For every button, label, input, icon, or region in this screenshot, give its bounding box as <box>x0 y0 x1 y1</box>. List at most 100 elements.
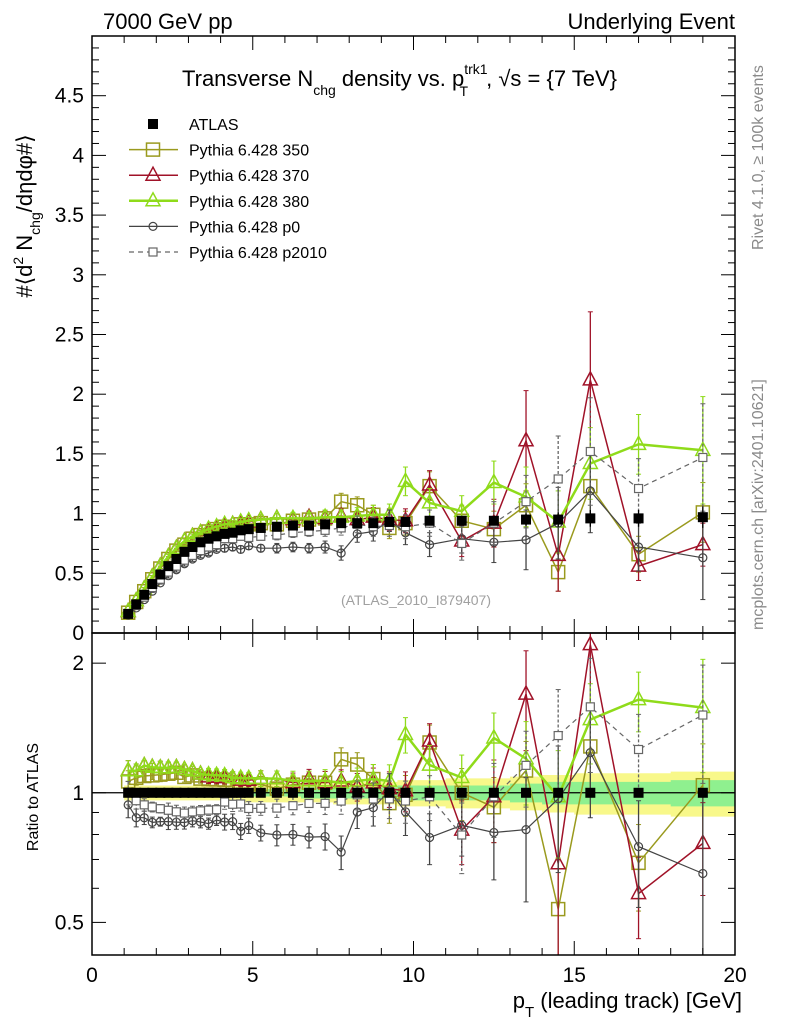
data-point <box>131 787 142 798</box>
series-atlas <box>123 506 708 619</box>
legend-item: Pythia 6.428 350 <box>129 142 309 160</box>
data-point <box>485 728 503 744</box>
legend-item: Pythia 6.428 370 <box>129 165 309 185</box>
data-point <box>304 520 315 531</box>
data-point <box>630 434 647 451</box>
header-left: 7000 GeV pp <box>103 9 233 34</box>
data-point <box>304 798 314 809</box>
data-point <box>147 802 157 812</box>
data-point <box>243 524 254 535</box>
x-tick-label: 10 <box>402 964 425 987</box>
data-point <box>521 497 531 507</box>
data-point <box>287 520 298 531</box>
data-point <box>633 787 644 798</box>
legend-label: Pythia 6.428 p0 <box>189 219 300 236</box>
x-tick-label: 15 <box>563 964 586 987</box>
data-point <box>179 546 190 557</box>
data-point <box>272 830 282 840</box>
data-point <box>585 702 595 712</box>
data-point <box>304 543 314 553</box>
y-axis-label: #⟨d2 Nchg/dηdφ#⟩ <box>10 134 43 297</box>
data-point <box>457 830 467 840</box>
data-point <box>553 730 563 741</box>
data-point <box>287 787 298 798</box>
y-tick-label: 2.5 <box>55 324 84 347</box>
rivet-version-label: Rivet 4.1.0, ≥ 100k events <box>750 65 767 250</box>
data-point <box>211 805 222 815</box>
data-point <box>184 761 201 777</box>
y-tick-label: 1 <box>72 503 84 526</box>
legend-marker <box>148 221 158 231</box>
data-point <box>135 756 153 772</box>
data-point <box>255 787 266 798</box>
data-point <box>521 760 531 770</box>
analysis-reference: (ATLAS_2010_I879407) <box>341 592 491 608</box>
y-tick-label: 2 <box>72 383 84 406</box>
data-point <box>256 531 266 541</box>
legend-item: Pythia 6.428 p2010 <box>129 245 327 262</box>
data-point <box>219 787 230 798</box>
data-point <box>698 553 708 563</box>
y-tick-label: 1 <box>72 782 84 805</box>
data-point <box>549 545 567 562</box>
y-tick-label: 3.5 <box>55 204 84 227</box>
data-point <box>176 759 193 776</box>
data-point <box>200 765 217 781</box>
legend-marker <box>148 119 158 129</box>
data-point <box>256 828 266 838</box>
y-tick-label: 4.5 <box>55 85 84 108</box>
legend-label: Pythia 6.428 370 <box>189 168 309 185</box>
data-point <box>176 531 193 547</box>
data-point <box>236 799 246 809</box>
data-point <box>211 787 222 798</box>
data-point <box>352 787 363 798</box>
data-point <box>244 820 254 831</box>
y-tick-label: 0.5 <box>55 911 84 934</box>
data-point <box>320 798 330 808</box>
data-point <box>255 522 266 533</box>
data-point <box>424 540 435 550</box>
data-point <box>216 765 233 782</box>
data-point <box>272 803 282 813</box>
y-tick-label: 2 <box>72 652 84 675</box>
data-point <box>243 787 254 798</box>
data-point <box>236 544 246 555</box>
data-point <box>240 768 257 785</box>
data-point <box>123 787 134 798</box>
data-point <box>208 765 225 781</box>
legend-marker <box>144 165 162 181</box>
data-point <box>585 787 596 798</box>
data-point <box>179 555 190 565</box>
x-tick-label: 5 <box>247 964 259 987</box>
x-tick-label: 20 <box>723 964 746 987</box>
mcplots-label: mcplots.cern.ch [arXiv:2401.10621] <box>750 379 767 630</box>
data-point <box>585 446 595 457</box>
series-line <box>127 443 704 613</box>
data-point <box>352 518 363 529</box>
data-point <box>421 755 438 771</box>
series-atlas <box>123 787 708 798</box>
data-point <box>633 841 644 852</box>
ratio-panel: 0 5 10 15 20 0.5 1 2 <box>55 632 747 987</box>
data-point <box>139 589 150 600</box>
data-point <box>698 452 708 463</box>
data-point <box>203 787 214 798</box>
legend-item: ATLAS <box>148 117 239 134</box>
legend: ATLAS Pythia 6.428 350 Pythia 6.428 370 Pyt… <box>129 117 327 262</box>
data-point <box>284 771 302 787</box>
series-pythia-6-428-380 <box>119 658 712 859</box>
data-point <box>232 768 249 784</box>
data-point <box>288 542 298 552</box>
data-point <box>219 528 230 539</box>
data-point <box>320 787 331 798</box>
legend-marker <box>144 191 162 207</box>
series-layer <box>119 311 712 620</box>
data-point <box>456 515 467 526</box>
data-point <box>336 847 346 857</box>
data-point <box>521 787 532 798</box>
data-point <box>521 825 531 835</box>
data-point <box>316 771 334 787</box>
data-point <box>320 831 330 842</box>
data-point <box>155 804 165 814</box>
main-panel: 0 0.5 1 1.5 2 2.5 3 3.5 4 4.5 <box>55 35 736 645</box>
